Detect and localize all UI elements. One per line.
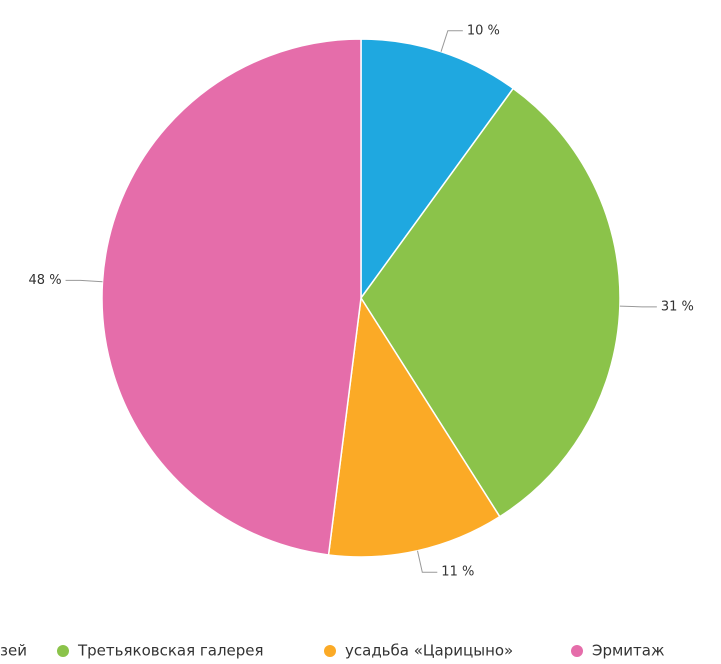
legend-label: Эрмитаж (592, 642, 665, 660)
data-label: 48 % (29, 273, 62, 288)
legend-marker (57, 645, 69, 657)
legend-label: зей (0, 642, 27, 660)
data-label: 11 % (441, 565, 474, 580)
pie-slice (360, 87, 621, 518)
leader-line (619, 305, 657, 308)
data-label: 31 % (661, 299, 694, 314)
leader-line (417, 550, 438, 573)
data-label: 10 % (467, 23, 500, 38)
legend-marker (571, 645, 583, 657)
leader-line (440, 30, 463, 52)
legend-label: Третьяковская галерея (77, 642, 264, 660)
pie-slice (360, 38, 515, 301)
leader-line (65, 279, 103, 283)
pie-slice (101, 38, 362, 556)
legend-label: усадьба «Царицыно» (345, 642, 513, 660)
legend-marker (324, 645, 336, 657)
